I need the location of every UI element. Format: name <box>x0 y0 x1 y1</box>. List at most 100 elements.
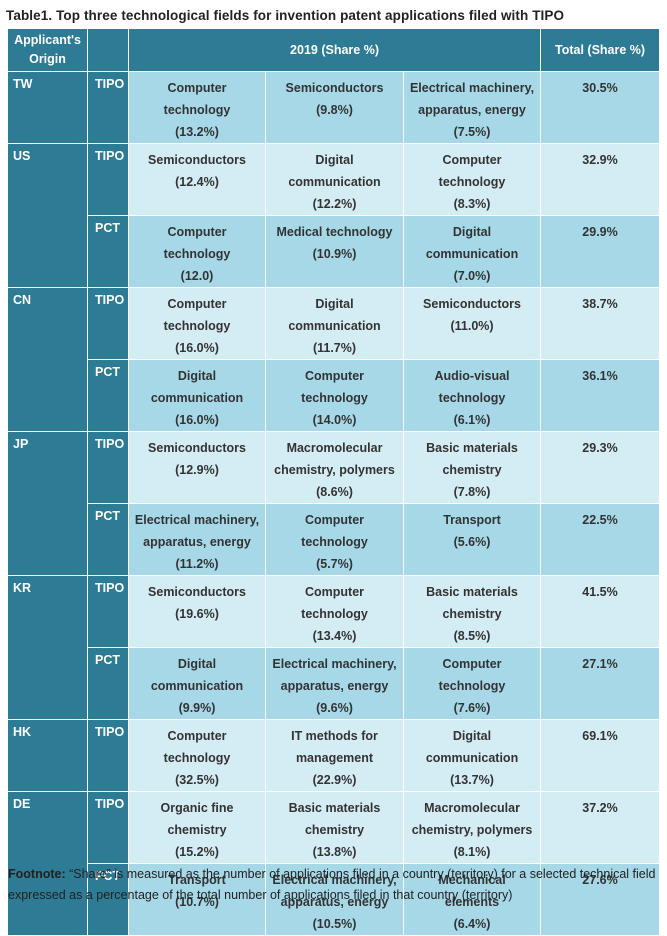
header-origin-line1: Applicant's <box>14 33 81 47</box>
total-share-cell: 29.9% <box>540 215 661 288</box>
field-cell-line: Macromolecular <box>424 801 520 815</box>
field-cell: Audio-visual technology (6.1%) <box>402 359 542 432</box>
field-cell: Digital communication (11.7%) <box>265 287 404 360</box>
field-cell: Digital communication (7.0%) <box>402 215 542 288</box>
field-cell-line: Computer <box>167 81 227 95</box>
field-cell-line: (16.0%) <box>175 341 219 355</box>
field-cell-line: technology <box>163 103 231 117</box>
field-cell-line: chemistry, polymers <box>274 463 395 477</box>
origin-cell: JP <box>7 431 88 576</box>
header-origin: Applicant's Origin <box>7 28 88 72</box>
field-cell-line: Computer <box>304 369 365 383</box>
field-cell: Electrical machinery, apparatus, energy (7… <box>402 71 542 144</box>
field-cell-line: Digital <box>177 369 217 383</box>
field-cell-line: (14.0%) <box>312 413 357 427</box>
field-cell-line: communication <box>288 319 381 333</box>
field-cell-line: chemistry <box>304 823 365 837</box>
field-cell: Macromolecular chemistry, polymers (8.6%) <box>265 431 404 504</box>
footnote-text: “Share” is measured as the number of app… <box>8 867 656 902</box>
field-cell-line: (7.6%) <box>453 701 491 715</box>
field-cell: Computer technology (12.0) <box>128 215 266 288</box>
field-cell: Medical technology (10.9%) <box>265 215 404 288</box>
field-cell: Semiconductors (9.8%) <box>265 71 404 144</box>
field-cell-line: (19.6%) <box>175 607 219 621</box>
field-cell: Electrical machinery, apparatus, energy (9… <box>265 647 404 720</box>
patent-fields-table: Applicant's Origin 2019 (Share %) Total … <box>7 28 661 936</box>
field-cell-line: (12.9%) <box>175 463 219 477</box>
field-cell-line: communication <box>425 751 519 765</box>
field-cell: Basic materials chemistry (8.5%) <box>402 575 542 648</box>
table-body: TW TIPO Computer technology (13.2%) Semicondu… <box>7 71 661 936</box>
field-cell-line: chemistry, polymers <box>411 823 533 837</box>
total-share-cell: 37.2% <box>540 791 661 864</box>
total-share-cell: 69.1% <box>540 719 661 792</box>
filing-type-cell: TIPO <box>87 719 129 792</box>
field-cell-line: (13.2%) <box>175 125 219 139</box>
filing-type-cell: PCT <box>87 215 129 288</box>
field-cell-line: communication <box>425 247 519 261</box>
field-cell-line: apparatus, energy <box>418 103 526 117</box>
filing-type-cell: TIPO <box>87 143 129 216</box>
field-cell: Computer technology (14.0%) <box>265 359 404 432</box>
field-cell-line: chemistry <box>442 463 502 477</box>
field-cell-line: (12.4%) <box>175 175 219 189</box>
field-cell-line: (10.9%) <box>312 247 357 261</box>
field-cell-line: Semiconductors <box>423 297 521 311</box>
field-cell-line: Digital <box>315 297 354 311</box>
field-cell-line: Digital <box>177 657 217 671</box>
field-cell-line: (22.9%) <box>312 773 357 787</box>
field-cell-line: elements <box>444 895 500 909</box>
field-cell-line: Computer <box>167 729 227 743</box>
field-cell-line: technology <box>301 535 368 549</box>
field-cell-line: (12.0) <box>180 269 214 283</box>
field-cell: Macromolecular chemistry, polymers (8.1%) <box>402 791 542 864</box>
field-cell-line: Basic materials <box>288 801 381 815</box>
filing-type-cell: TIPO <box>87 287 129 360</box>
field-cell-line: Mechanical <box>438 873 506 887</box>
field-cell-line: Semiconductors <box>148 585 246 599</box>
filing-type-cell: TIPO <box>87 71 129 144</box>
field-cell-line: Computer <box>442 657 502 671</box>
field-cell: Organic fine chemistry (15.2%) <box>128 791 266 864</box>
field-cell-line: (11.7%) <box>312 341 357 355</box>
filing-type-cell: TIPO <box>87 575 129 648</box>
origin-cell: US <box>7 143 88 288</box>
field-cell-line: Basic materials <box>426 585 518 599</box>
field-cell-line: technology <box>438 175 506 189</box>
field-cell-line: Organic fine <box>160 801 234 815</box>
origin-cell: KR <box>7 575 88 720</box>
origin-cell: HK <box>7 719 88 792</box>
field-cell-line: Electrical machinery, <box>409 81 535 95</box>
table-row: KR TIPO Semiconductors (19.6%) Computer techn… <box>7 575 661 720</box>
field-cell-line: Semiconductors <box>285 81 384 95</box>
field-cell: Digital communication (12.2%) <box>265 143 404 216</box>
field-cell: Digital communication (9.9%) <box>128 647 266 720</box>
field-cell-line: (13.7%) <box>450 773 494 787</box>
field-cell: Electrical machinery, apparatus, energy (1… <box>128 503 266 576</box>
origin-cell: TW <box>7 71 88 144</box>
table-row: CN TIPO Computer technology (16.0%) Digital co… <box>7 287 661 432</box>
field-cell-line: Digital <box>452 729 492 743</box>
field-cell-line: communication <box>150 679 244 693</box>
origin-cell: CN <box>7 287 88 432</box>
field-cell-line: apparatus, energy <box>280 679 389 693</box>
header-type <box>87 28 129 72</box>
field-cell-line: technology <box>163 751 231 765</box>
total-share-cell: 41.5% <box>540 575 661 648</box>
field-cell: Basic materials chemistry (7.8%) <box>402 431 542 504</box>
field-cell-line: Computer <box>167 225 227 239</box>
field-cell-line: technology <box>163 247 231 261</box>
field-cell-line: Macromolecular <box>286 441 383 455</box>
table-row: PCT Computer technology (12.0) Medical techn… <box>8 215 661 288</box>
footnote-label: Footnote: <box>8 867 66 881</box>
field-cell: Computer technology (7.6%) <box>402 647 542 720</box>
table-title: Table1. Top three technological fields f… <box>6 8 565 23</box>
field-cell-line: (7.8%) <box>453 485 491 499</box>
field-cell-line: Audio-visual <box>434 369 510 383</box>
footnote: Footnote: “Share” is measured as the num… <box>8 864 658 906</box>
filing-type-cell: TIPO <box>87 431 129 504</box>
field-cell: IT methods for management (22.9%) <box>265 719 404 792</box>
field-cell-line: (13.8%) <box>312 845 357 859</box>
table-row: JP TIPO Semiconductors (12.9%) Macromolecula… <box>7 431 661 576</box>
field-cell-line: (15.2%) <box>175 845 219 859</box>
